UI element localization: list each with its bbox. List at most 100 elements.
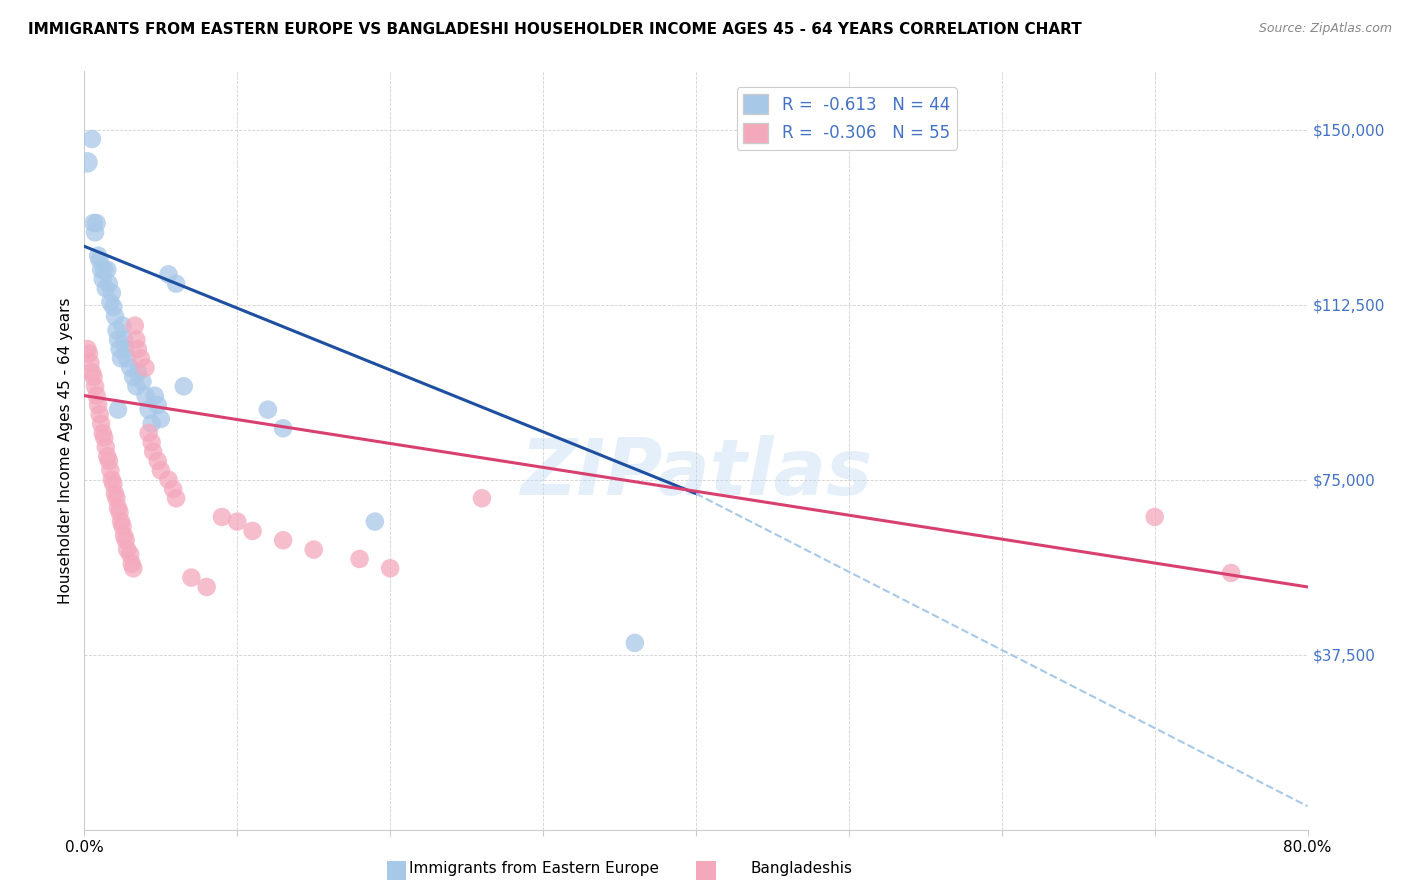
Text: Source: ZipAtlas.com: Source: ZipAtlas.com [1258,22,1392,36]
Point [1220,566,1243,580]
Point [94,281,117,295]
Point [105,323,128,337]
Point [76,155,98,169]
Point [138,425,160,440]
Text: IMMIGRANTS FROM EASTERN EUROPE VS BANGLADESHI HOUSEHOLDER INCOME AGES 45 - 64 YE: IMMIGRANTS FROM EASTERN EUROPE VS BANGLA… [28,22,1081,37]
Point [84,379,107,393]
Point [90,417,112,431]
Point [103,477,125,491]
Point [135,389,157,403]
Point [271,533,294,548]
Point [112,333,135,347]
Point [107,500,129,515]
Point [97,454,120,468]
Point [146,398,169,412]
Point [141,417,163,431]
Point [108,505,131,519]
Point [302,542,325,557]
Point [1143,510,1166,524]
Point [142,444,165,458]
Point [80,365,103,379]
Point [98,463,121,477]
Point [90,262,112,277]
Text: Immigrants from Eastern Europe: Immigrants from Eastern Europe [409,861,659,876]
Point [89,253,111,268]
Point [79,356,101,370]
Point [94,440,117,454]
Y-axis label: Householder Income Ages 45 - 64 years: Householder Income Ages 45 - 64 years [58,297,73,604]
Point [84,225,107,239]
Point [104,310,127,324]
Point [122,370,145,384]
Point [121,557,143,571]
Point [87,398,110,412]
Point [108,342,131,356]
Point [271,421,294,435]
Point [146,454,169,468]
Point [120,360,142,375]
Point [149,412,172,426]
Text: Bangladeshis: Bangladeshis [751,861,852,876]
Point [124,318,146,333]
Point [211,510,233,524]
Point [104,486,127,500]
Point [114,533,136,548]
Point [173,379,195,393]
Point [110,351,132,366]
Point [83,216,105,230]
Point [80,132,103,146]
Point [96,450,118,464]
Point [242,524,264,538]
Point [157,268,180,282]
Point [349,552,371,566]
Point [86,216,108,230]
Point [83,370,105,384]
Point [110,515,132,529]
Point [101,285,124,300]
Point [114,342,136,356]
Point [149,463,172,477]
Point [180,571,202,585]
Point [115,351,138,366]
Point [86,389,108,403]
Point [162,482,184,496]
Point [105,491,128,506]
Point [364,515,387,529]
Point [115,542,138,557]
Point [129,351,152,366]
Point [624,636,647,650]
Point [165,277,187,291]
Point [127,342,149,356]
Point [226,515,249,529]
Point [125,333,148,347]
Point [195,580,218,594]
Point [122,561,145,575]
Point [138,402,160,417]
Point [101,473,124,487]
Point [87,249,110,263]
Point [112,528,135,542]
Point [111,318,134,333]
Point [471,491,494,506]
Point [257,402,280,417]
Legend: R =  -0.613   N = 44, R =  -0.306   N = 55: R = -0.613 N = 44, R = -0.306 N = 55 [737,87,956,150]
Point [127,365,149,379]
Point [97,277,120,291]
Point [120,547,142,561]
Point [107,402,129,417]
Point [131,375,153,389]
Point [93,262,115,277]
Text: ZIPatlas: ZIPatlas [520,435,872,511]
Point [107,333,129,347]
Point [143,389,166,403]
Point [111,519,134,533]
Point [77,346,100,360]
Point [125,379,148,393]
Point [103,300,125,314]
Point [157,473,180,487]
Point [98,295,121,310]
Point [96,262,118,277]
Point [76,342,98,356]
Point [141,435,163,450]
Point [93,431,115,445]
